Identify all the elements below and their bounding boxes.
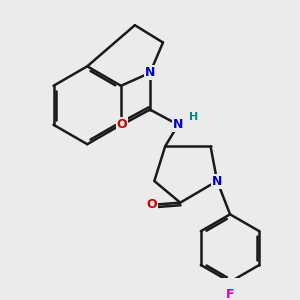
Text: N: N [173,118,183,131]
Text: F: F [226,288,234,300]
Text: O: O [147,198,158,211]
Text: H: H [189,112,198,122]
Text: O: O [117,118,127,131]
Text: N: N [212,175,222,188]
Text: N: N [145,66,155,79]
